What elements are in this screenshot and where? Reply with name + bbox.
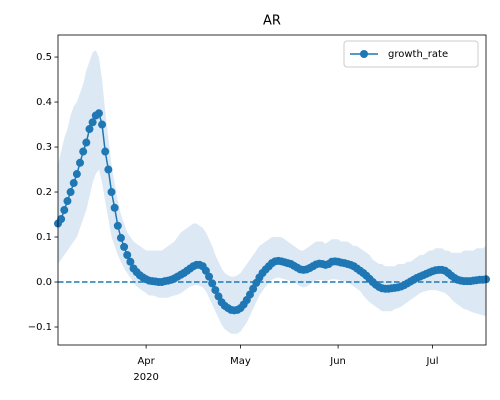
- x-tick-label: Apr 2020: [133, 356, 158, 383]
- data-point: [94, 109, 103, 118]
- data-point: [57, 215, 66, 224]
- legend-box: [343, 40, 479, 68]
- y-tick-label: 0.4: [36, 97, 52, 108]
- confidence-band: [58, 50, 486, 334]
- legend-marker: [360, 50, 368, 58]
- y-tick-label: 0.3: [36, 142, 52, 153]
- y-tick-label: 0.2: [36, 187, 52, 198]
- data-point: [98, 120, 107, 129]
- chart-title: AR: [263, 14, 281, 29]
- data-point: [201, 266, 210, 275]
- data-point: [72, 170, 81, 179]
- y-tick-label: −0.1: [28, 322, 52, 333]
- x-tick-label: Jun: [329, 356, 346, 367]
- data-point: [101, 147, 110, 156]
- data-point: [214, 292, 223, 301]
- data-point: [79, 147, 88, 156]
- x-tick-label: May: [230, 356, 251, 367]
- data-point: [69, 179, 78, 188]
- y-tick-label: 0.1: [36, 232, 52, 243]
- data-point: [249, 284, 258, 293]
- data-point: [76, 158, 85, 167]
- data-point: [85, 125, 94, 134]
- data-point: [110, 203, 119, 212]
- data-point: [66, 188, 75, 197]
- legend-label: growth_rate: [388, 49, 448, 60]
- y-tick-label: 0.5: [36, 52, 52, 63]
- y-tick-label: 0.0: [36, 277, 52, 288]
- data-point: [245, 290, 254, 299]
- data-point: [211, 286, 220, 295]
- data-point: [63, 197, 72, 206]
- data-point: [123, 251, 132, 260]
- data-point: [120, 242, 129, 251]
- data-point: [82, 138, 91, 147]
- data-point: [104, 165, 113, 174]
- data-point: [205, 272, 214, 281]
- data-point: [126, 257, 135, 266]
- data-point: [60, 206, 69, 215]
- x-tick-label: Jul: [425, 356, 438, 367]
- plot-frame: [57, 34, 487, 346]
- data-point: [116, 233, 125, 242]
- data-point: [88, 118, 97, 127]
- data-point: [208, 279, 217, 288]
- data-point: [113, 221, 122, 230]
- data-point: [107, 188, 116, 197]
